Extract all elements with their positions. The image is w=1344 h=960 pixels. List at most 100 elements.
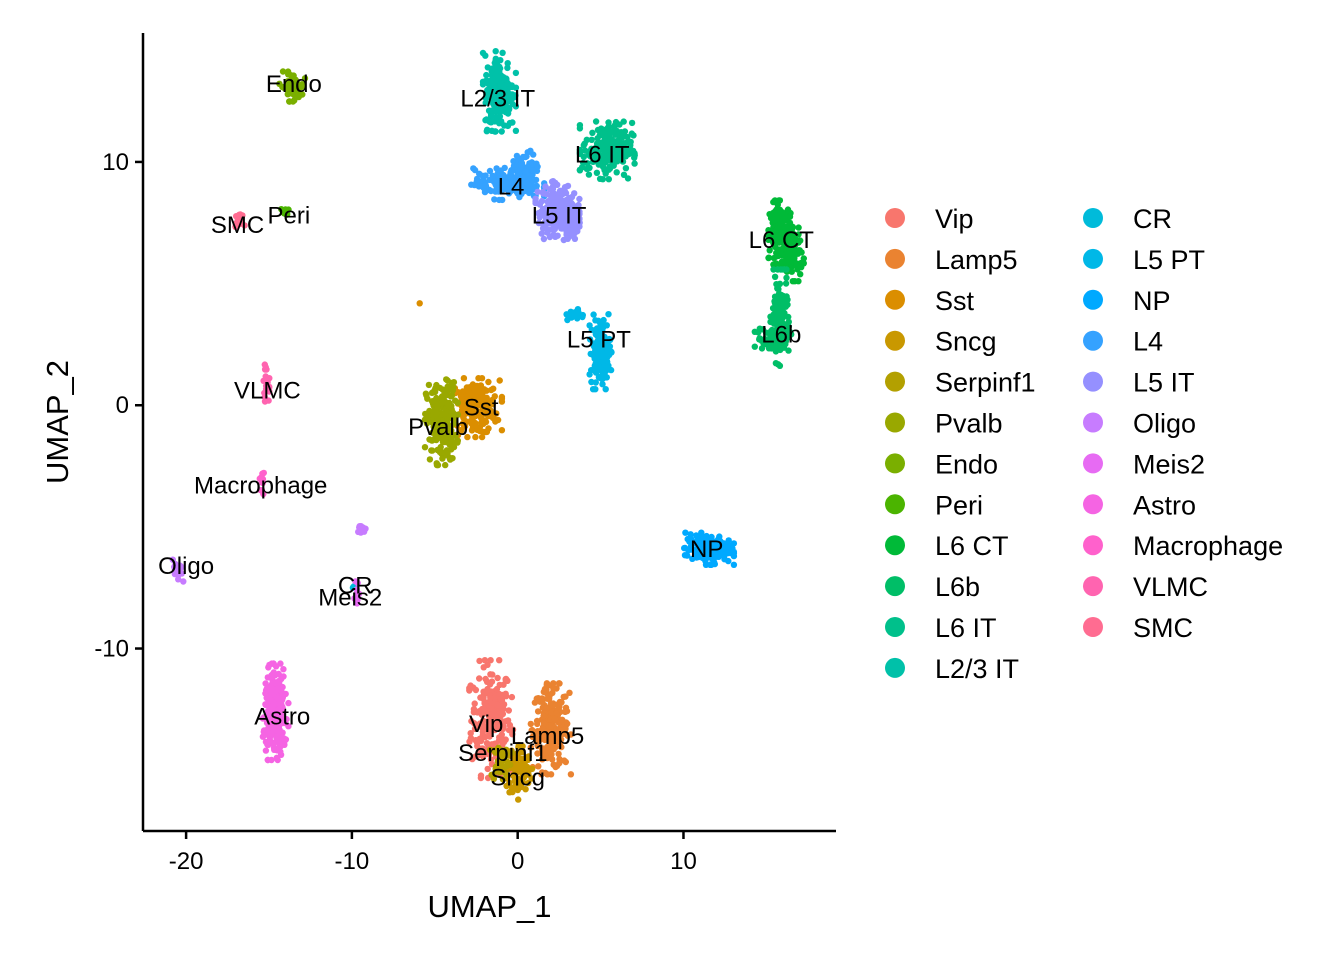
legend-item: Meis2 [1083, 449, 1205, 479]
data-point [442, 461, 449, 469]
legend-item: CR [1083, 204, 1172, 234]
legend-item: Oligo [1083, 409, 1196, 439]
data-point [432, 428, 439, 435]
data-point [489, 401, 496, 408]
data-point [552, 179, 559, 187]
data-point [776, 315, 784, 322]
data-point [766, 247, 773, 254]
data-point [695, 542, 703, 550]
data-point [498, 398, 506, 405]
data-point [268, 672, 275, 679]
legend-item: L6 IT [885, 613, 997, 643]
data-point [778, 338, 785, 346]
data-point [613, 131, 620, 138]
data-point [512, 127, 520, 134]
data-point [498, 393, 506, 401]
data-point [730, 552, 738, 560]
legend-item: L2/3 IT [885, 654, 1019, 684]
data-point [545, 198, 552, 205]
data-point [785, 347, 792, 354]
data-point [284, 78, 291, 85]
data-point [493, 410, 500, 417]
data-point [576, 148, 584, 156]
data-point [476, 749, 484, 757]
data-point [505, 187, 513, 194]
data-point [588, 136, 595, 143]
data-point [527, 744, 534, 751]
legend-label: L6 IT [935, 613, 997, 643]
legend-swatch-icon [1083, 412, 1103, 433]
data-point [501, 122, 508, 129]
cluster-label: NP [690, 536, 723, 563]
data-point [775, 239, 783, 246]
legend-item: L4 [1083, 327, 1163, 357]
data-point [798, 264, 805, 271]
data-point [690, 547, 698, 554]
data-point [497, 95, 505, 103]
data-point [768, 326, 776, 334]
data-point [496, 196, 503, 204]
data-point [543, 681, 550, 689]
cluster-oligo [169, 523, 369, 585]
legend-label: Meis2 [1133, 449, 1205, 479]
data-point [609, 138, 617, 145]
data-point [592, 379, 599, 386]
legend-swatch-icon [885, 248, 905, 269]
data-point [436, 448, 443, 456]
cluster-label: VLMC [234, 378, 301, 405]
data-point [428, 447, 435, 454]
legend-swatch-icon [1083, 289, 1103, 310]
data-point [449, 455, 456, 462]
data-point [624, 133, 631, 141]
data-point [603, 322, 610, 329]
data-point [540, 235, 548, 243]
data-point [725, 537, 732, 544]
data-point [592, 386, 599, 393]
cluster-label: Sncg [490, 764, 545, 791]
data-point [590, 311, 597, 318]
data-point [704, 537, 712, 544]
legend-label: L4 [1133, 327, 1163, 357]
data-point [563, 204, 570, 211]
data-point [483, 71, 490, 79]
data-point [433, 410, 440, 417]
data-point [271, 746, 278, 753]
cluster-peri [278, 206, 292, 218]
data-point [567, 771, 575, 778]
data-point [180, 578, 187, 585]
legend-item: Pvalb [885, 409, 1003, 439]
data-point [472, 753, 479, 760]
legend-item: Astro [1083, 490, 1196, 520]
data-point [592, 347, 599, 354]
data-point [595, 358, 602, 366]
data-point [495, 737, 503, 744]
data-point [352, 578, 359, 585]
legend-swatch-icon [1083, 371, 1103, 392]
legend-label: SMC [1133, 613, 1193, 643]
data-point [578, 164, 586, 171]
data-point [433, 460, 440, 467]
data-point [568, 193, 576, 201]
data-point [778, 252, 786, 259]
data-point [279, 68, 287, 75]
data-point [293, 82, 300, 89]
x-ticks: -20 -10 0 10 [169, 831, 697, 875]
data-point [546, 186, 554, 193]
data-point [479, 407, 486, 414]
data-point [434, 402, 441, 409]
data-point [597, 343, 604, 350]
data-point [501, 164, 508, 172]
data-point [585, 171, 593, 178]
data-point [551, 715, 559, 723]
legend-swatch-icon [885, 371, 905, 392]
data-point [538, 208, 545, 215]
legend-item: Sncg [885, 327, 997, 357]
data-point [772, 360, 780, 367]
cluster-lamp5 [527, 680, 575, 778]
cluster-label: L4 [498, 173, 525, 200]
data-point [777, 220, 784, 227]
data-point [273, 754, 280, 761]
data-point [756, 335, 763, 342]
data-point [485, 107, 493, 114]
data-point [496, 120, 503, 127]
